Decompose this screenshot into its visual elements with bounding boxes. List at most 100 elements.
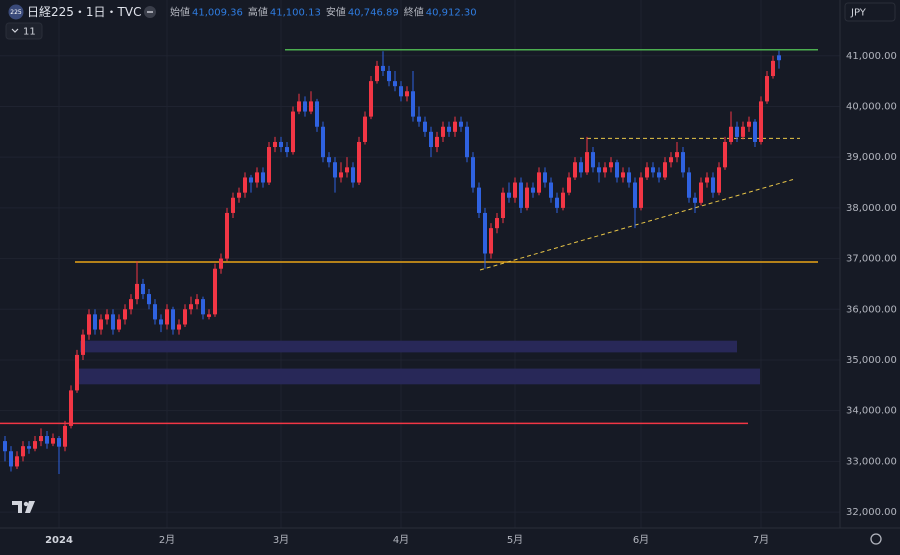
- candle-body: [537, 172, 541, 193]
- symbol-badge[interactable]: [8, 4, 24, 20]
- candle-body: [723, 141, 727, 168]
- indicator-toggle[interactable]: [5, 22, 43, 40]
- candle-body: [117, 319, 121, 330]
- candle-body: [249, 177, 253, 183]
- candle-body: [153, 304, 157, 320]
- candle-body: [69, 390, 73, 426]
- candle-body: [237, 192, 241, 198]
- candle-body: [645, 167, 649, 178]
- candle-body: [135, 283, 139, 300]
- candle-body: [423, 121, 427, 132]
- candle-body: [447, 126, 451, 132]
- candle-body: [615, 162, 619, 178]
- candle-body: [759, 101, 763, 142]
- ohlc-value: 40,746.89: [348, 8, 399, 19]
- candle-body: [639, 177, 643, 208]
- chart-title[interactable]: 日経225・1日・TVC: [27, 5, 141, 19]
- candle-body: [471, 157, 475, 188]
- candle-body: [183, 309, 187, 325]
- ohlc-value: 41,009.36: [192, 8, 243, 19]
- y-tick-label: 40,000.00: [846, 101, 897, 112]
- candle-body: [267, 147, 271, 183]
- candle-body: [105, 314, 109, 320]
- candle-body: [261, 172, 265, 183]
- candle-body: [465, 126, 469, 158]
- x-tick-label: 2024: [45, 535, 73, 546]
- candle-body: [729, 126, 733, 142]
- candle-body: [549, 182, 553, 198]
- candle-body: [213, 268, 217, 315]
- candle-body: [75, 354, 79, 391]
- tradingview-logo[interactable]: [12, 501, 35, 513]
- candle-body: [747, 121, 751, 127]
- ohlc-label: 安値: [326, 6, 346, 19]
- candle-body: [321, 126, 325, 158]
- candle-body: [207, 314, 211, 317]
- candle-body: [771, 60, 775, 77]
- candle-body: [621, 172, 625, 178]
- y-tick-label: 41,000.00: [846, 51, 897, 62]
- trend-line: [479, 179, 794, 271]
- y-tick-label: 34,000.00: [846, 406, 897, 417]
- x-tick-label: 6月: [633, 534, 649, 546]
- candle-body: [735, 126, 739, 137]
- ohlc-value: 40,912.30: [426, 8, 477, 19]
- candle-body: [273, 141, 277, 148]
- candle-body: [717, 167, 721, 193]
- candle-body: [585, 152, 589, 173]
- candle-body: [519, 182, 523, 208]
- candle-body: [87, 314, 91, 335]
- candle-body: [441, 126, 445, 137]
- candle-body: [189, 304, 193, 310]
- candle-body: [99, 319, 103, 330]
- candle-body: [669, 157, 673, 163]
- currency-label: JPY: [850, 8, 867, 19]
- candle-body: [45, 436, 49, 444]
- candle-body: [495, 218, 499, 229]
- candle-body: [315, 101, 319, 127]
- candle-body: [351, 167, 355, 183]
- candle-body: [525, 187, 529, 208]
- candle-body: [561, 192, 565, 208]
- ohlc-label: 始値: [170, 6, 190, 19]
- candle-body: [387, 70, 391, 82]
- candle-body: [195, 299, 199, 305]
- candle-body: [309, 101, 313, 112]
- candle-body: [63, 425, 67, 447]
- candle-body: [687, 172, 691, 198]
- candle-body: [243, 177, 247, 193]
- settings-button[interactable]: [870, 533, 882, 545]
- candle-body: [123, 309, 127, 320]
- candle-body: [543, 172, 547, 183]
- candle-body: [369, 81, 373, 117]
- candle-body: [459, 121, 463, 127]
- y-tick-label: 38,000.00: [846, 203, 897, 214]
- candle-body: [651, 167, 655, 173]
- candle-body: [219, 258, 223, 269]
- candle-body: [255, 172, 259, 183]
- candle-body: [429, 131, 433, 148]
- candle-body: [9, 451, 13, 467]
- candle-body: [633, 182, 637, 208]
- chevron-icon: [11, 28, 19, 33]
- candle-body: [381, 65, 385, 71]
- candle-body: [411, 91, 415, 117]
- currency-button[interactable]: [844, 2, 896, 22]
- candle-body: [159, 319, 163, 325]
- candle-body: [567, 177, 571, 193]
- candle-body: [363, 116, 367, 142]
- candle-body: [3, 441, 7, 452]
- y-tick-label: 37,000.00: [846, 254, 897, 265]
- candle-body: [129, 299, 133, 310]
- symbol-badge-text: 225: [10, 9, 22, 16]
- candle-body: [141, 283, 145, 295]
- candle-body: [405, 91, 409, 97]
- y-tick-label: 36,000.00: [846, 304, 897, 315]
- candle-body: [39, 436, 43, 442]
- candle-body: [657, 172, 661, 178]
- candle-body: [531, 187, 535, 193]
- candle-body: [609, 162, 613, 168]
- candle-body: [663, 162, 667, 178]
